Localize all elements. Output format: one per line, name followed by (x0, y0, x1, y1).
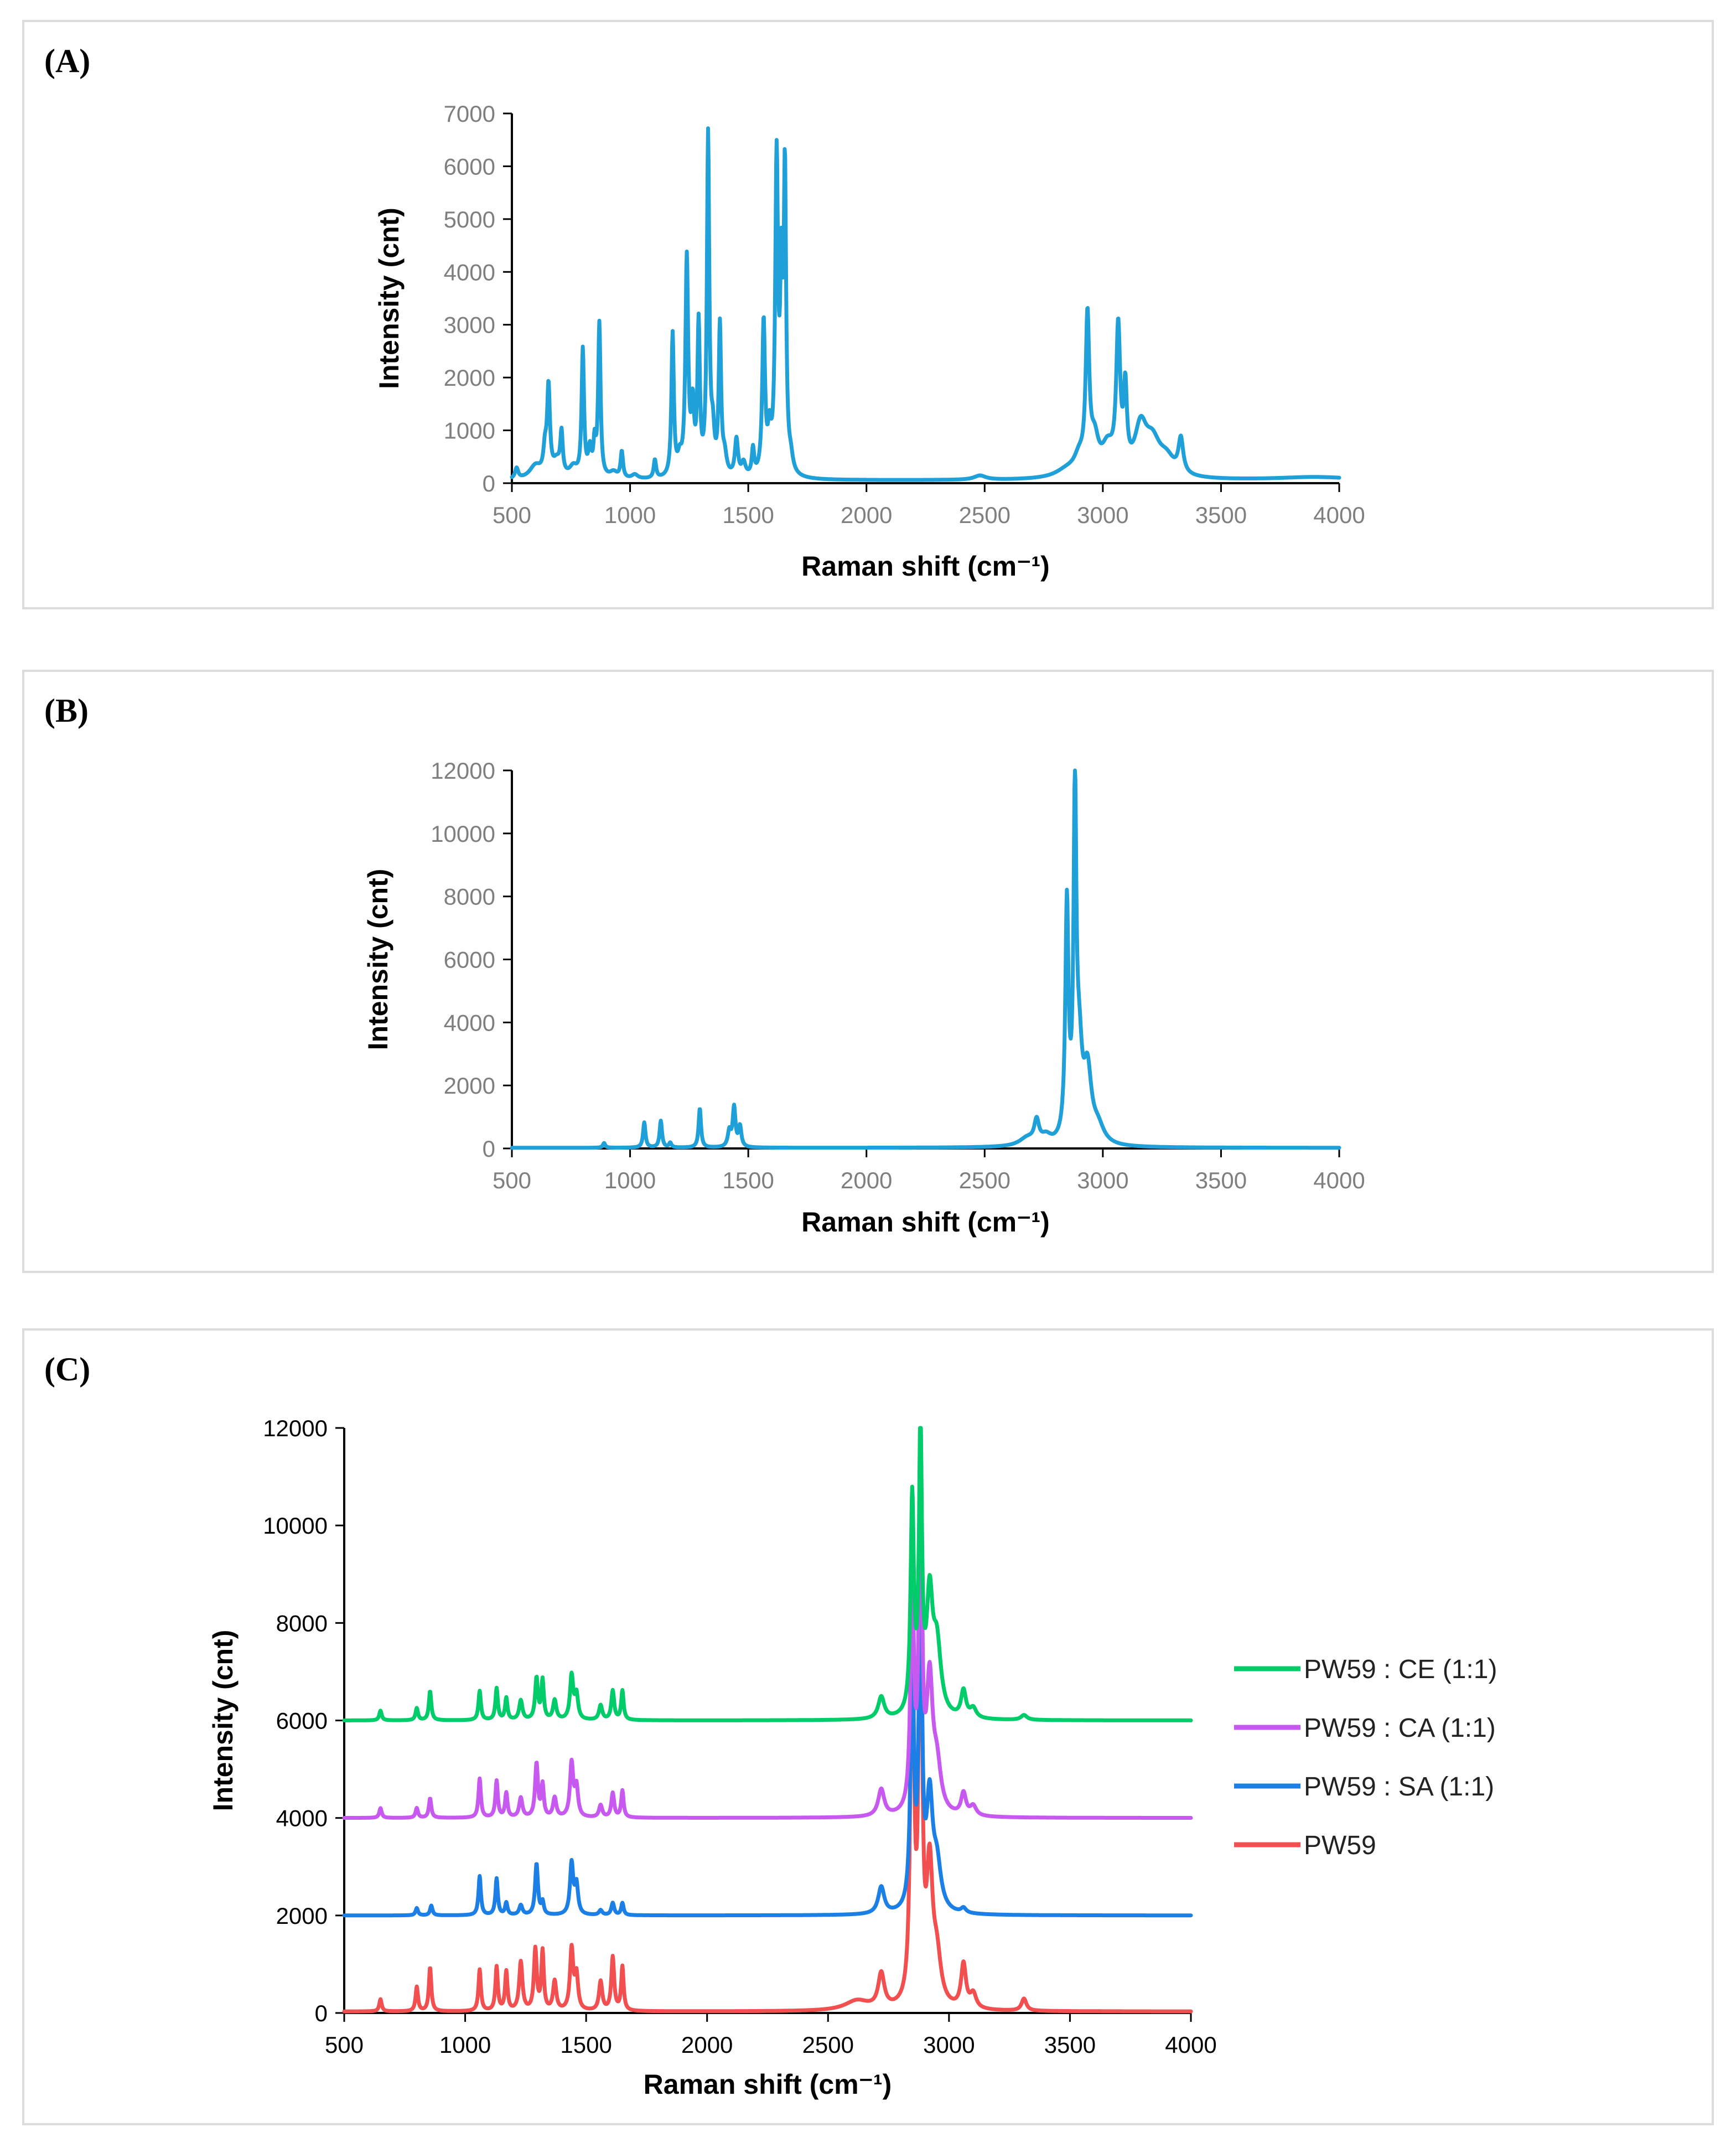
y-tick-label: 8000 (444, 884, 495, 910)
legend-label: PW59 : CE (1:1) (1304, 1655, 1497, 1684)
y-tick-label: 12000 (431, 758, 495, 784)
y-tick-label: 5000 (444, 206, 495, 232)
series-line-pw59-sa-1-1- (342, 1506, 1193, 1918)
y-tick-label: 0 (483, 1136, 495, 1162)
legend-label: PW59 : SA (1:1) (1304, 1772, 1494, 1802)
y-axis-title: Intensity (cnt) (362, 869, 393, 1050)
y-tick-label: 7000 (444, 101, 495, 127)
x-tick-label: 3500 (1044, 2032, 1096, 2058)
x-tick-label: 3000 (1077, 502, 1128, 528)
y-tick-label: 2000 (276, 1903, 328, 1929)
y-tick-label: 8000 (276, 1610, 328, 1636)
y-tick-label: 10000 (263, 1513, 328, 1539)
y-tick-label: 6000 (444, 153, 495, 179)
panel-b-label: (B) (44, 692, 89, 729)
x-tick-label: 1000 (604, 502, 656, 528)
x-tick-label: 4000 (1313, 502, 1365, 528)
series-line-spectrum-a (510, 126, 1341, 482)
x-tick-label: 3000 (923, 2032, 975, 2058)
panel-c: (C) (22, 1328, 1714, 2125)
x-tick-label: 1500 (560, 2032, 612, 2058)
y-tick-label: 2000 (444, 1073, 495, 1099)
y-tick-label: 6000 (276, 1708, 328, 1734)
y-tick-label: 12000 (263, 1415, 328, 1441)
y-tick-label: 1000 (444, 418, 495, 444)
x-axis-title: Raman shift (cm⁻¹) (801, 551, 1050, 582)
x-tick-label: 2500 (959, 1167, 1010, 1193)
legend-label: PW59 (1304, 1831, 1376, 1860)
x-tick-label: 500 (493, 1167, 531, 1193)
x-tick-label: 3500 (1195, 1167, 1247, 1193)
x-tick-label: 3500 (1195, 502, 1247, 528)
legend-label: PW59 : CA (1:1) (1304, 1714, 1496, 1743)
y-tick-label: 3000 (444, 312, 495, 338)
series-line-spectrum-b (510, 768, 1341, 1150)
series-line-pw59-ca-1-1- (342, 1426, 1193, 1820)
x-tick-label: 2000 (681, 2032, 733, 2058)
x-tick-label: 4000 (1313, 1167, 1365, 1193)
x-tick-label: 1500 (722, 1167, 774, 1193)
x-tick-label: 4000 (1165, 2032, 1216, 2058)
x-tick-label: 2500 (802, 2032, 854, 2058)
x-tick-label: 2500 (959, 502, 1010, 528)
y-tick-label: 2000 (444, 365, 495, 391)
y-axis-title: Intensity (cnt) (374, 208, 405, 389)
x-axis-title: Raman shift (cm⁻¹) (644, 2069, 892, 2100)
x-tick-label: 1000 (604, 1167, 656, 1193)
panel-a-label: (A) (44, 43, 91, 79)
x-tick-label: 1500 (722, 502, 774, 528)
y-tick-label: 6000 (444, 947, 495, 973)
x-tick-label: 500 (493, 502, 531, 528)
y-axis-title: Intensity (cnt) (208, 1630, 239, 1812)
y-tick-label: 4000 (276, 1805, 328, 1831)
panel-a: (A) (22, 20, 1714, 609)
x-tick-label: 3000 (1077, 1167, 1128, 1193)
x-axis-title: Raman shift (cm⁻¹) (801, 1207, 1050, 1238)
y-tick-label: 0 (315, 2000, 328, 2026)
y-tick-label: 4000 (444, 1010, 495, 1036)
y-tick-label: 10000 (431, 821, 495, 847)
x-tick-label: 500 (325, 2032, 364, 2058)
series-line-pw59 (342, 1453, 1193, 2014)
y-tick-label: 4000 (444, 259, 495, 285)
panel-b: (B) (22, 670, 1714, 1273)
panel-c-label: (C) (44, 1351, 91, 1388)
x-tick-label: 2000 (841, 502, 892, 528)
x-tick-label: 1000 (439, 2032, 491, 2058)
y-tick-label: 0 (483, 470, 495, 496)
x-tick-label: 2000 (841, 1167, 892, 1193)
series-line-pw59-ce-1-1- (342, 1426, 1193, 1722)
